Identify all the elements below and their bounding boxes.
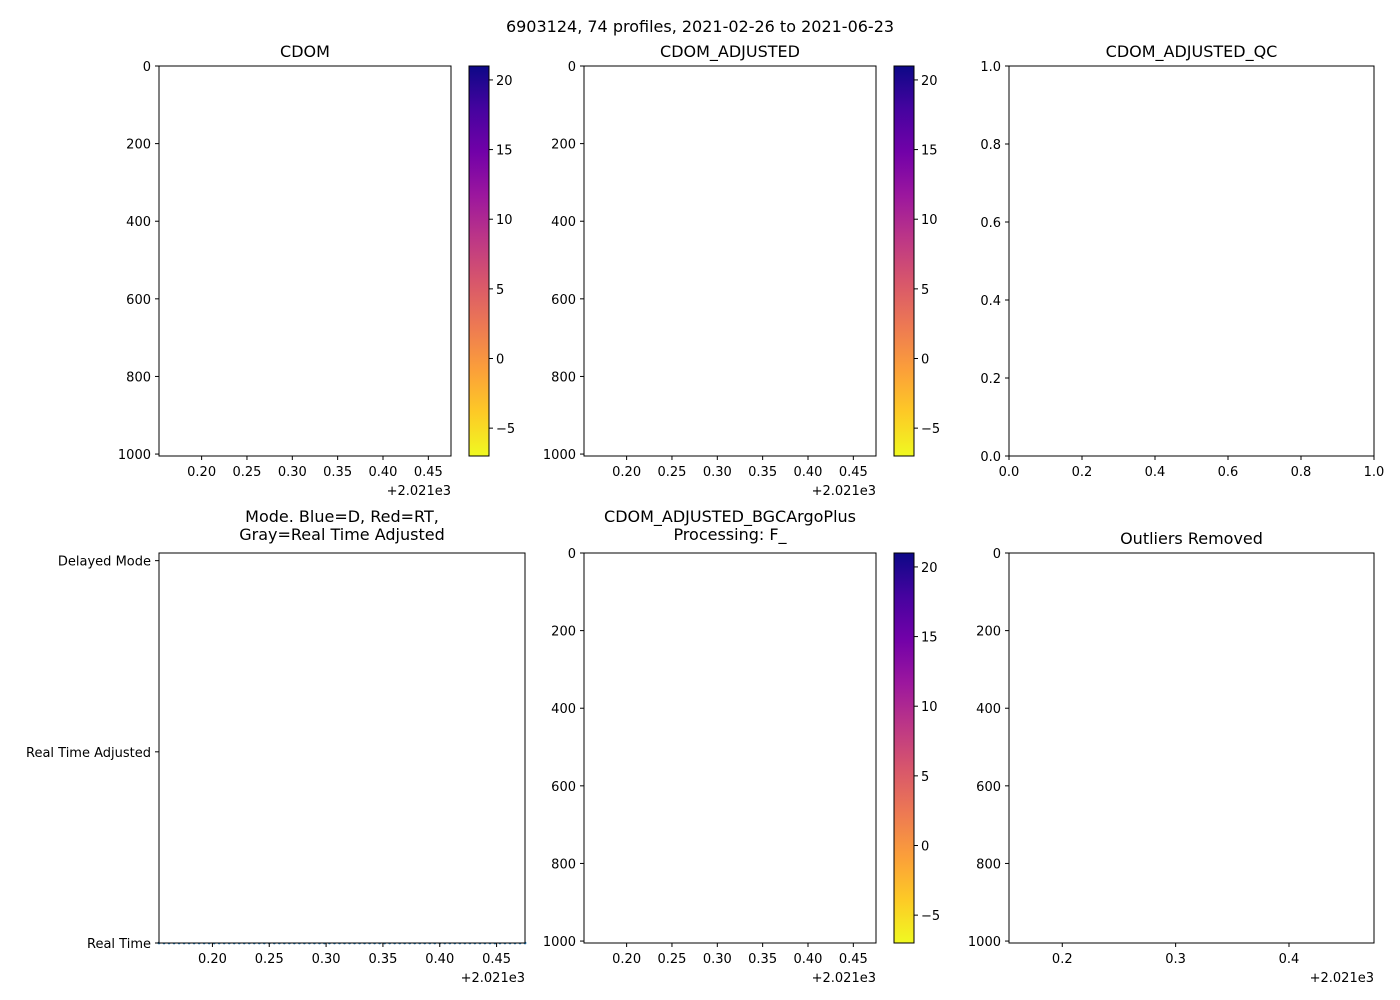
figure-suptitle: 6903124, 74 profiles, 2021-02-26 to 2021… (506, 17, 894, 36)
cdom-panel: 0.20 0.25 0.30 0.35 0.40 0.450200400600800100… (118, 42, 515, 499)
panels-group: 0.20 0.25 0.30 0.35 0.40 0.450200400600800100… (26, 42, 1384, 986)
